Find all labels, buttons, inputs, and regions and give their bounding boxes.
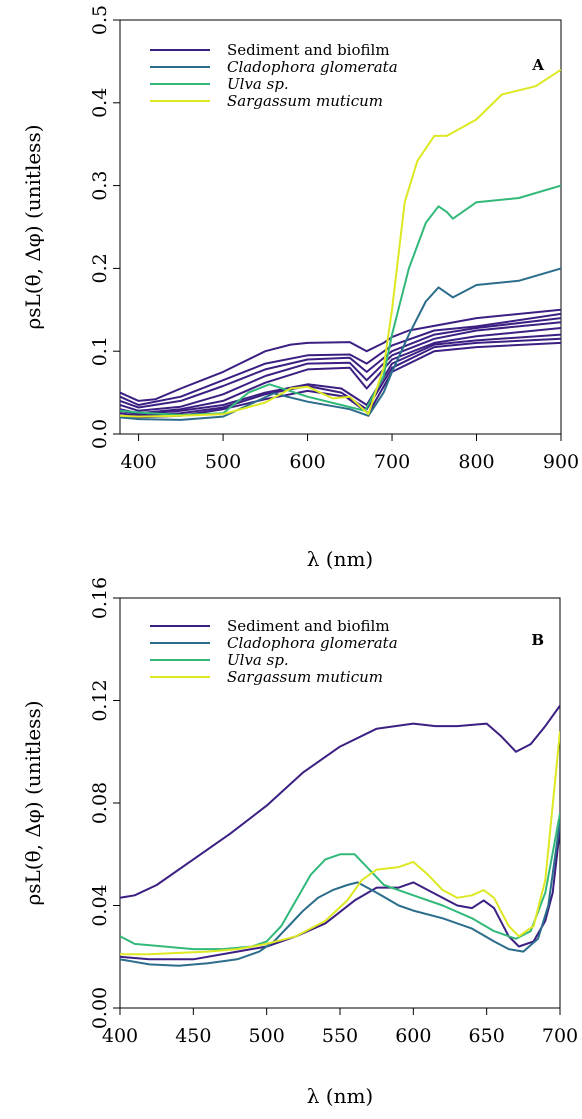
x-tick-label: 550 (322, 1025, 358, 1047)
y-tick-label: 0.00 (89, 987, 111, 1029)
y-tick-label: 0.12 (89, 679, 111, 721)
series-line (120, 308, 561, 402)
series-line (120, 68, 561, 418)
panel-a: 400 500 600 700 800 900 0.0 0.1 0.2 0.3 0.4 0.5 Se… (21, 5, 579, 571)
y-tick-label: 0.5 (89, 5, 111, 35)
x-tick-label: 500 (249, 1025, 285, 1047)
y-tick-label: 0.3 (89, 170, 111, 200)
x-axis-title: λ (nm) (307, 547, 373, 571)
series-line (120, 705, 560, 899)
legend-label: Cladophora glomerata (227, 58, 398, 76)
legend-label: Ulva sp. (227, 651, 289, 669)
y-tick-label: 0.08 (89, 782, 111, 824)
series-line (120, 184, 561, 416)
x-tick-label: 650 (469, 1025, 505, 1047)
y-tick-label: 0.2 (89, 253, 111, 283)
series-line (120, 267, 561, 421)
x-tick-label: 450 (175, 1025, 211, 1047)
x-axis-title: λ (nm) (307, 1084, 373, 1108)
x-tick-label: 600 (289, 451, 325, 473)
series-line (120, 312, 561, 406)
x-tick-label: 700 (542, 1025, 578, 1047)
series-line (120, 813, 560, 951)
series-line (120, 317, 561, 409)
series-line (120, 321, 561, 412)
x-tick-label: 600 (395, 1025, 431, 1047)
series-line (120, 731, 560, 956)
panel-b: 400 450 500 550 600 650 700 0.00 0.04 0.08 0.12 0.… (21, 577, 578, 1108)
y-tick-label: 0.1 (89, 336, 111, 366)
x-tick-label: 400 (102, 1025, 138, 1047)
panel-label: A (531, 56, 544, 74)
x-tick-label: 900 (543, 451, 579, 473)
legend-label: Sargassum muticum (227, 668, 383, 686)
y-tick-label: 0.04 (89, 884, 111, 926)
legend-label: Sediment and biofilm (227, 41, 390, 59)
x-tick-label: 700 (374, 451, 410, 473)
y-axis-title: ρsL(θ, Δφ) (unitless) (21, 700, 45, 905)
series-line (120, 327, 561, 415)
x-tick-label: 400 (120, 451, 156, 473)
series-line (120, 333, 561, 416)
plot-frame (119, 19, 562, 435)
panel-label: B (531, 631, 544, 649)
x-tick-label: 500 (205, 451, 241, 473)
series-line (120, 828, 560, 961)
y-axis-title: ρsL(θ, Δφ) (unitless) (21, 124, 45, 329)
y-tick-label: 0.16 (89, 577, 111, 619)
y-tick-label: 0.4 (89, 88, 111, 118)
legend-label: Sediment and biofilm (227, 617, 390, 635)
x-tick-label: 800 (458, 451, 494, 473)
legend-label: Cladophora glomerata (227, 634, 398, 652)
legend-label: Sargassum muticum (227, 92, 383, 110)
series-line (120, 820, 560, 967)
y-tick-label: 0.0 (89, 419, 111, 449)
legend-label: Ulva sp. (227, 75, 289, 93)
